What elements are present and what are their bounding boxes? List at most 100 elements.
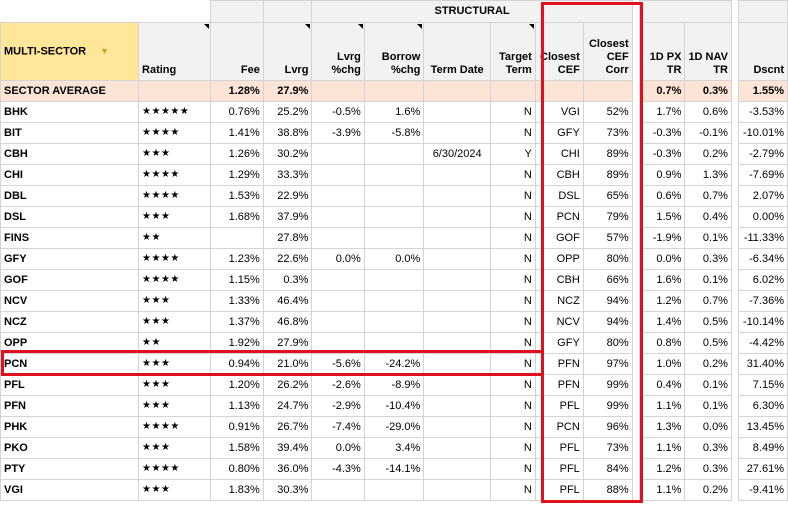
lvrg-cell[interactable]: 46.4% <box>262 290 313 312</box>
closest-cef-cell[interactable]: GOF <box>534 227 584 249</box>
lvrg-cell[interactable]: 26.7% <box>262 416 313 438</box>
term-date-cell[interactable] <box>423 101 492 123</box>
target-term-cell[interactable]: N <box>490 437 536 459</box>
fee-cell[interactable]: 1.23% <box>210 248 264 270</box>
ticker-cell[interactable]: BIT <box>0 122 140 144</box>
fee-cell[interactable]: 1.92% <box>210 332 264 354</box>
term-date-cell[interactable] <box>423 290 492 312</box>
fee-cell[interactable]: 0.76% <box>210 101 264 123</box>
col-closest-cef-corr[interactable]: Closest CEF Corr <box>582 22 633 81</box>
dscnt-cell[interactable]: 31.40% <box>737 353 788 375</box>
closest-cef-corr-cell[interactable]: 73% <box>582 437 633 459</box>
borrow-chg-cell[interactable]: 0.0% <box>363 248 425 270</box>
rating-stars[interactable]: ★★★★ <box>138 416 212 438</box>
ticker-cell[interactable]: PCN <box>0 353 140 375</box>
fee-cell[interactable]: 1.53% <box>210 185 264 207</box>
borrow-chg-cell[interactable]: -14.1% <box>363 458 425 480</box>
borrow-chg-cell[interactable] <box>363 206 425 228</box>
col-borrow-chg[interactable]: Borrow %chg <box>363 22 425 81</box>
fee-cell[interactable]: 1.58% <box>210 437 264 459</box>
rating-stars[interactable]: ★★★★ <box>138 248 212 270</box>
avg-dscnt[interactable]: 1.55% <box>737 80 788 102</box>
ticker-cell[interactable]: CHI <box>0 164 140 186</box>
nav-tr-cell[interactable]: 1.3% <box>684 164 732 186</box>
sector-average-label[interactable]: SECTOR AVERAGE <box>0 80 140 102</box>
nav-tr-cell[interactable]: 0.1% <box>684 227 732 249</box>
target-term-cell[interactable]: N <box>490 416 536 438</box>
rating-stars[interactable]: ★★★ <box>138 479 212 501</box>
target-term-cell[interactable]: N <box>490 185 536 207</box>
col-closest-cef[interactable]: Closest CEF <box>534 22 584 81</box>
px-tr-cell[interactable]: 1.0% <box>638 353 686 375</box>
col-1d-px-tr[interactable]: 1D PX TR <box>638 22 686 81</box>
px-tr-cell[interactable]: 0.6% <box>638 185 686 207</box>
closest-cef-corr-cell[interactable]: 97% <box>582 353 633 375</box>
filter-dropdown-icon[interactable]: ▼ <box>100 45 110 56</box>
closest-cef-corr-cell[interactable]: 73% <box>582 122 633 144</box>
rating-stars[interactable]: ★★ <box>138 332 212 354</box>
lvrg-cell[interactable]: 0.3% <box>262 269 313 291</box>
lvrg-cell[interactable]: 22.9% <box>262 185 313 207</box>
closest-cef-cell[interactable]: PFN <box>534 353 584 375</box>
ticker-cell[interactable]: NCV <box>0 290 140 312</box>
closest-cef-corr-cell[interactable]: 94% <box>582 311 633 333</box>
px-tr-cell[interactable]: 0.4% <box>638 374 686 396</box>
closest-cef-corr-cell[interactable]: 99% <box>582 395 633 417</box>
nav-tr-cell[interactable]: 0.1% <box>684 374 732 396</box>
avg-fee[interactable]: 1.28% <box>210 80 264 102</box>
dscnt-cell[interactable]: 0.00% <box>737 206 788 228</box>
target-term-cell[interactable]: N <box>490 164 536 186</box>
borrow-chg-cell[interactable] <box>363 311 425 333</box>
lvrg-chg-cell[interactable] <box>311 290 365 312</box>
nav-tr-cell[interactable]: 0.5% <box>684 332 732 354</box>
term-date-cell[interactable] <box>423 458 492 480</box>
col-rating[interactable]: Rating <box>138 22 212 81</box>
closest-cef-corr-cell[interactable]: 52% <box>582 101 633 123</box>
closest-cef-cell[interactable]: PCN <box>534 416 584 438</box>
nav-tr-cell[interactable]: 0.1% <box>684 395 732 417</box>
rating-stars[interactable]: ★★★★ <box>138 164 212 186</box>
closest-cef-cell[interactable]: NCZ <box>534 290 584 312</box>
nav-tr-cell[interactable]: 0.3% <box>684 458 732 480</box>
borrow-chg-cell[interactable]: -24.2% <box>363 353 425 375</box>
target-term-cell[interactable]: N <box>490 248 536 270</box>
ticker-cell[interactable]: GFY <box>0 248 140 270</box>
nav-tr-cell[interactable]: 0.1% <box>684 269 732 291</box>
lvrg-chg-cell[interactable] <box>311 269 365 291</box>
dscnt-cell[interactable]: -6.34% <box>737 248 788 270</box>
term-date-cell[interactable] <box>423 269 492 291</box>
term-date-cell[interactable] <box>423 311 492 333</box>
lvrg-chg-cell[interactable] <box>311 143 365 165</box>
dscnt-cell[interactable]: 2.07% <box>737 185 788 207</box>
dscnt-cell[interactable]: -10.01% <box>737 122 788 144</box>
rating-stars[interactable]: ★★★★ <box>138 269 212 291</box>
nav-tr-cell[interactable]: 0.6% <box>684 101 732 123</box>
fee-cell[interactable] <box>210 227 264 249</box>
ticker-cell[interactable]: OPP <box>0 332 140 354</box>
closest-cef-cell[interactable]: DSL <box>534 185 584 207</box>
dscnt-cell[interactable]: -4.42% <box>737 332 788 354</box>
closest-cef-cell[interactable]: PFL <box>534 479 584 501</box>
closest-cef-corr-cell[interactable]: 99% <box>582 374 633 396</box>
px-tr-cell[interactable]: -0.3% <box>638 122 686 144</box>
borrow-chg-cell[interactable]: -5.8% <box>363 122 425 144</box>
rating-stars[interactable]: ★★★★ <box>138 458 212 480</box>
target-term-cell[interactable]: N <box>490 101 536 123</box>
closest-cef-corr-cell[interactable]: 65% <box>582 185 633 207</box>
lvrg-chg-cell[interactable]: -5.6% <box>311 353 365 375</box>
col-lvrg[interactable]: Lvrg <box>262 22 313 81</box>
closest-cef-corr-cell[interactable]: 80% <box>582 248 633 270</box>
closest-cef-cell[interactable]: GFY <box>534 122 584 144</box>
term-date-cell[interactable] <box>423 374 492 396</box>
rating-stars[interactable]: ★★★ <box>138 437 212 459</box>
ticker-cell[interactable]: PHK <box>0 416 140 438</box>
term-date-cell[interactable] <box>423 227 492 249</box>
closest-cef-cell[interactable]: OPP <box>534 248 584 270</box>
px-tr-cell[interactable]: 1.3% <box>638 416 686 438</box>
fee-cell[interactable]: 1.20% <box>210 374 264 396</box>
closest-cef-cell[interactable]: CBH <box>534 164 584 186</box>
px-tr-cell[interactable]: -1.9% <box>638 227 686 249</box>
nav-tr-cell[interactable]: 0.2% <box>684 479 732 501</box>
fee-cell[interactable]: 1.26% <box>210 143 264 165</box>
closest-cef-corr-cell[interactable]: 79% <box>582 206 633 228</box>
